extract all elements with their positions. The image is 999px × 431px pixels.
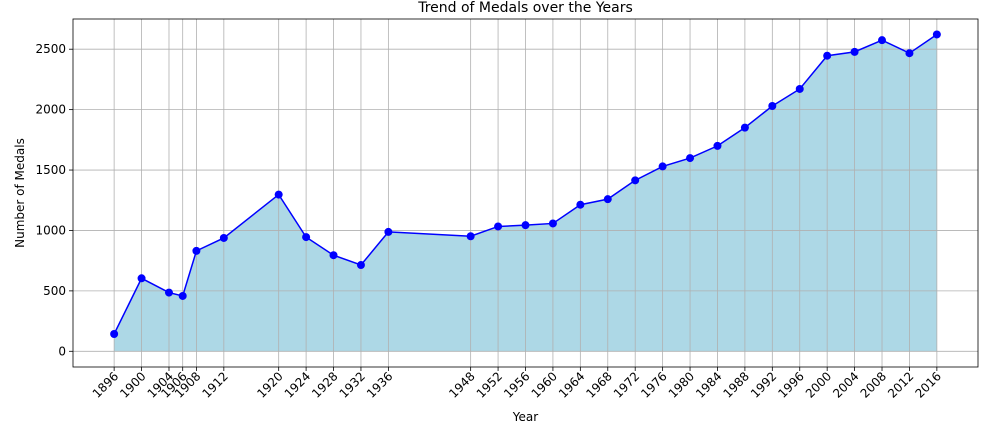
data-point: [686, 154, 695, 163]
data-point: [631, 176, 640, 185]
y-tick-label: 2500: [35, 42, 66, 56]
x-tick-label: 1972: [611, 369, 642, 400]
x-tick-label: 1980: [666, 369, 697, 400]
data-point: [850, 47, 859, 56]
y-tick-label: 0: [58, 344, 66, 358]
y-tick-label: 1000: [35, 223, 66, 237]
x-tick-label: 1936: [364, 369, 395, 400]
y-axis-title: Number of Medals: [13, 138, 27, 248]
data-point: [110, 330, 119, 339]
x-tick-label: 1932: [337, 369, 368, 400]
data-point: [823, 51, 832, 60]
data-point: [329, 251, 338, 260]
x-tick-label: 1984: [693, 369, 724, 400]
data-point: [494, 222, 503, 231]
x-tick-label: 1920: [254, 369, 285, 400]
data-point: [713, 141, 722, 150]
x-tick-label: 1912: [199, 369, 230, 400]
data-point: [466, 232, 475, 241]
data-point: [302, 233, 311, 242]
chart-title: Trend of Medals over the Years: [417, 0, 633, 16]
x-tick-label: 1960: [529, 369, 560, 400]
x-tick-label: 1928: [309, 369, 340, 400]
data-point: [768, 102, 777, 110]
x-tick-label: 1988: [721, 369, 752, 400]
y-tick-label: 1500: [35, 163, 66, 177]
y-tick-label: 500: [43, 284, 66, 298]
x-tick-label: 1992: [748, 369, 779, 400]
data-point: [219, 233, 228, 242]
x-tick-label: 2008: [858, 369, 889, 400]
x-tick-label: 1996: [775, 369, 806, 400]
x-tick-label: 1956: [501, 369, 532, 400]
x-tick-label: 1952: [474, 369, 505, 400]
data-point: [521, 221, 530, 230]
data-point: [356, 261, 365, 270]
x-axis-title: Year: [512, 410, 538, 424]
x-tick-label: 1924: [282, 369, 313, 400]
data-point: [576, 200, 585, 209]
x-tick-label: 2012: [885, 369, 916, 400]
y-tick-label: 2000: [35, 103, 66, 117]
data-point: [274, 190, 283, 199]
data-point: [548, 219, 557, 228]
x-tick-label: 1900: [117, 369, 148, 400]
data-point: [603, 195, 612, 204]
data-point: [740, 123, 749, 132]
x-tick-label: 1968: [583, 369, 614, 400]
area-fill: [114, 34, 937, 352]
data-point: [164, 288, 173, 297]
x-tick-label: 1896: [90, 369, 121, 400]
data-point: [178, 291, 187, 300]
x-tick-label: 1948: [446, 369, 477, 400]
data-point: [905, 49, 914, 58]
plot-area: 0500100015002000250018961900190419061908…: [35, 18, 979, 401]
data-point: [932, 30, 941, 39]
data-point: [658, 162, 667, 171]
x-tick-label: 1976: [638, 369, 669, 400]
x-tick-label: 2016: [912, 369, 943, 400]
data-point: [878, 36, 887, 45]
data-point: [192, 246, 201, 255]
data-point: [137, 274, 146, 283]
x-tick-label: 1964: [556, 369, 587, 400]
data-point: [795, 84, 804, 93]
x-tick-label: 2000: [803, 369, 834, 400]
x-tick-label: 2004: [830, 369, 861, 400]
data-point: [384, 227, 393, 236]
